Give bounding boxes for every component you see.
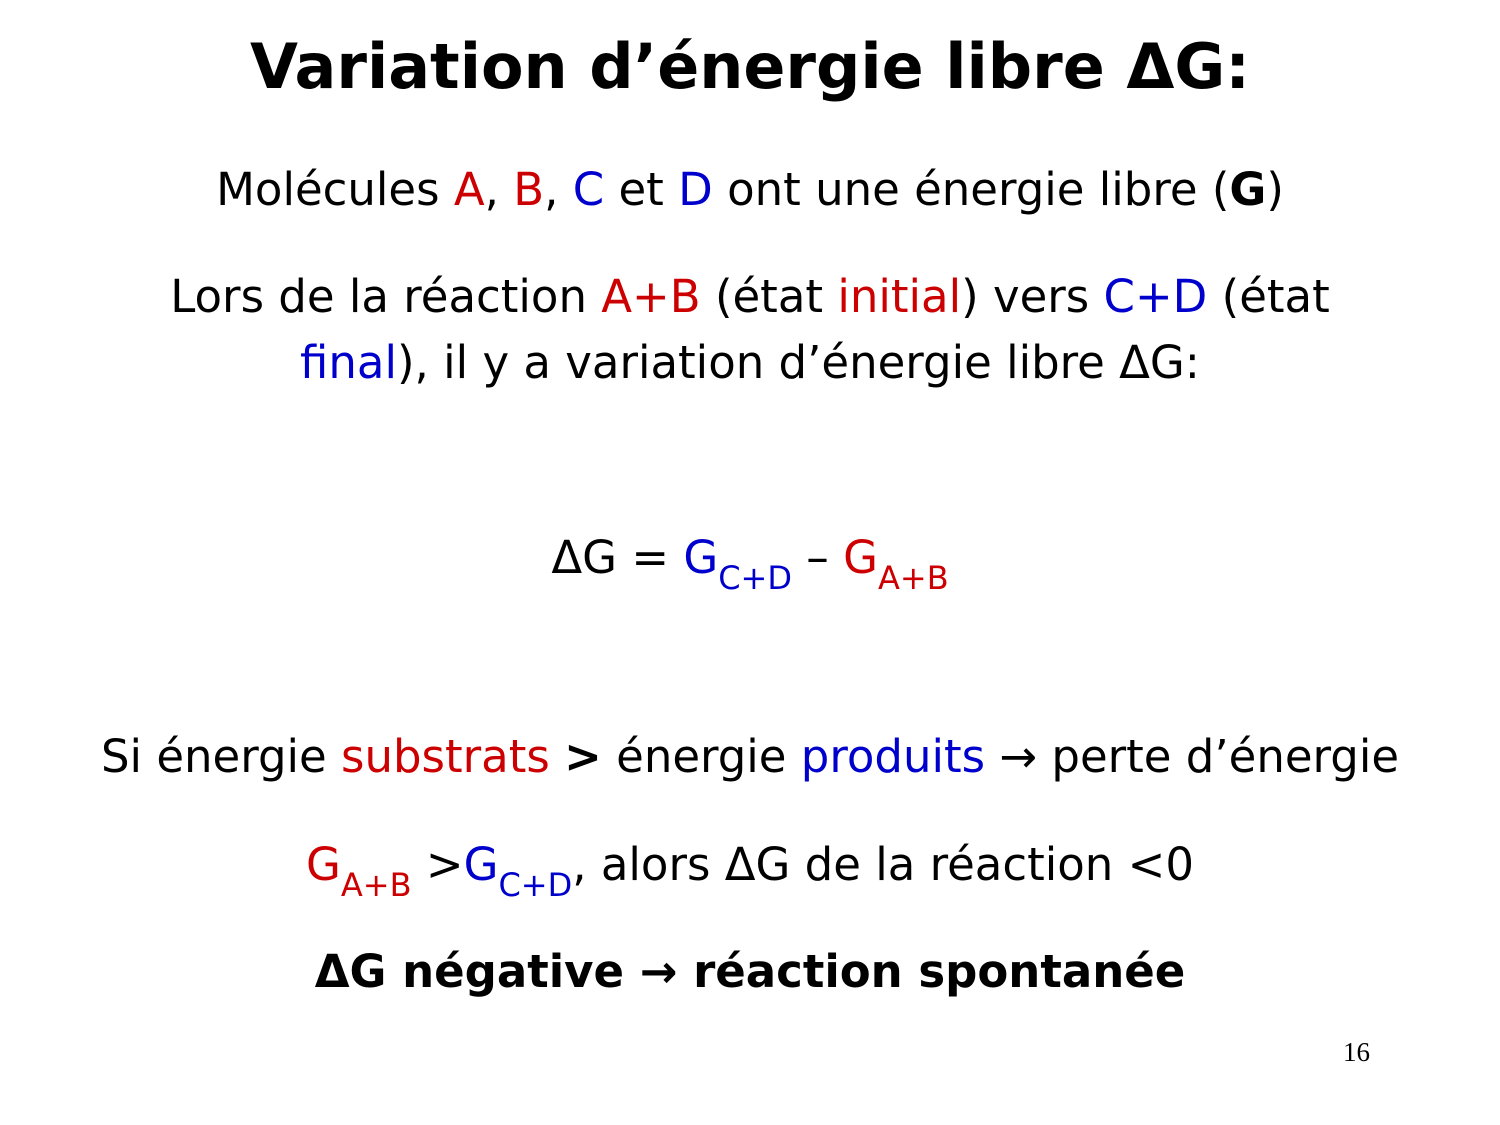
subscript-text: C+D: [718, 559, 792, 597]
text-segment: B: [513, 163, 545, 216]
text-segment: ΔG =: [551, 531, 684, 584]
text-segment: G: [683, 531, 719, 584]
text-segment: –: [792, 531, 844, 584]
text-segment: [550, 730, 564, 783]
text-segment: Molécules: [216, 163, 454, 216]
text-segment: C: [572, 163, 605, 216]
text-segment: A+B: [601, 270, 701, 323]
text-segment: ): [1266, 163, 1284, 216]
text-segment: initial: [837, 270, 962, 323]
text-segment: énergie: [601, 730, 801, 783]
text-segment: (état: [1207, 270, 1330, 323]
text-segment: >: [411, 838, 464, 891]
text-segment: produits: [800, 730, 986, 783]
text-segment: G: [843, 531, 878, 584]
page-number: 16: [1343, 1037, 1370, 1067]
energy-comparison-line: Si énergie substrats > énergie produits …: [0, 724, 1500, 790]
subscript-text: C+D: [498, 866, 573, 904]
subscript-text: A+B: [877, 559, 949, 597]
text-segment: ΔG négative → réaction spontanée: [314, 945, 1186, 998]
delta-g-formula: ΔG = GC+D – GA+B: [0, 525, 1500, 611]
conclusion-line: ΔG négative → réaction spontanée: [0, 939, 1500, 1005]
text-segment: final: [300, 336, 397, 389]
molecules-line: Molécules A, B, C et D ont une énergie l…: [0, 157, 1500, 223]
text-segment: Si énergie: [100, 730, 341, 783]
text-segment: G: [1229, 163, 1267, 216]
text-segment: substrats: [341, 730, 550, 783]
text-segment: Variation d’énergie libre ΔG: [249, 30, 1226, 103]
text-segment: → perte d’énergie: [985, 730, 1400, 783]
text-segment: et: [604, 163, 679, 216]
text-segment: (état: [700, 270, 838, 323]
text-segment: ,: [544, 163, 573, 216]
text-segment: ,: [484, 163, 514, 216]
text-segment: C+D: [1103, 270, 1208, 323]
text-segment: Lors de la réaction: [170, 270, 602, 323]
reaction-line-2: final), il y a variation d’énergie libre…: [0, 330, 1500, 396]
text-segment: ont une énergie libre (: [712, 163, 1230, 216]
text-segment: G: [463, 838, 499, 891]
g-inequality-line: GA+B >GC+D, alors ΔG de la réaction <0: [0, 832, 1500, 918]
subscript-text: A+B: [340, 866, 412, 904]
reaction-line-1: Lors de la réaction A+B (état initial) v…: [0, 264, 1500, 330]
text-segment: ), il y a variation d’énergie libre ΔG:: [396, 336, 1200, 389]
text-segment: , alors ΔG de la réaction <0: [572, 838, 1194, 891]
text-segment: D: [678, 163, 713, 216]
text-segment: G: [306, 838, 341, 891]
slide-title: Variation d’énergie libre ΔG:: [0, 30, 1500, 103]
text-segment: A: [453, 163, 485, 216]
text-segment: >: [564, 730, 602, 783]
text-segment: :: [1225, 30, 1251, 103]
text-segment: ) vers: [961, 270, 1104, 323]
